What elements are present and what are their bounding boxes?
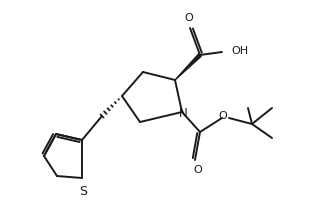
Text: O: O xyxy=(219,111,227,121)
Text: N: N xyxy=(179,106,187,119)
Text: S: S xyxy=(79,185,87,198)
Text: OH: OH xyxy=(231,46,248,56)
Text: O: O xyxy=(185,13,193,23)
Polygon shape xyxy=(175,54,201,80)
Text: O: O xyxy=(194,165,202,175)
